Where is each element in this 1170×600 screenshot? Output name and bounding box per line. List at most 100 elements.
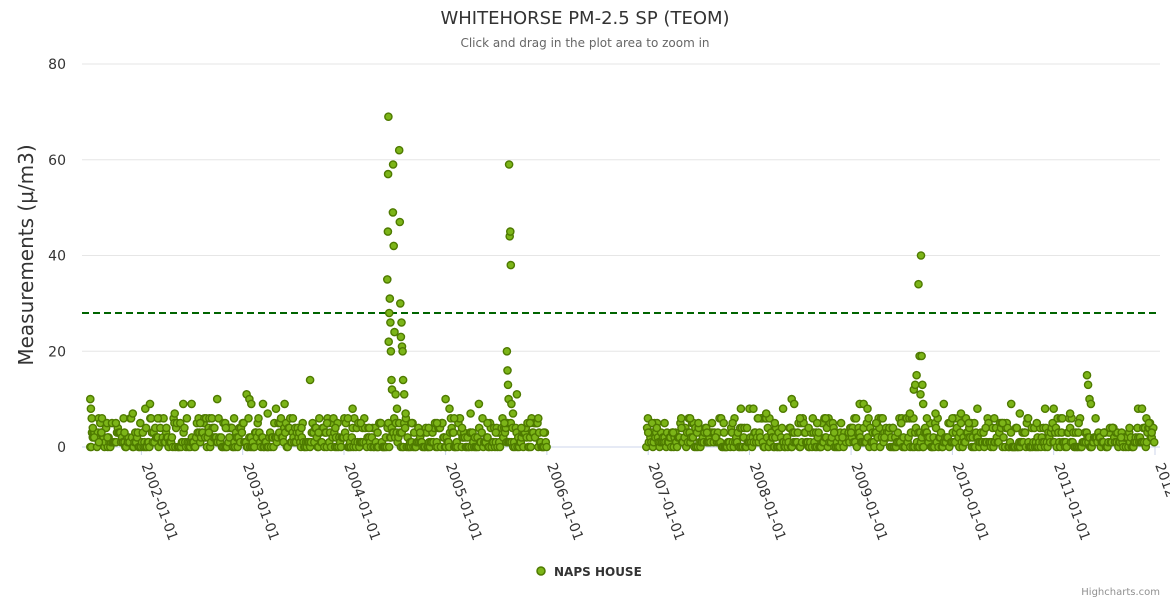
data-point[interactable] (182, 413, 192, 423)
data-point[interactable] (1020, 428, 1030, 437)
data-point[interactable] (254, 413, 263, 423)
data-point[interactable] (500, 418, 509, 428)
data-point[interactable] (505, 227, 515, 236)
data-point[interactable] (204, 428, 214, 437)
data-point[interactable] (1116, 433, 1126, 442)
data-point[interactable] (878, 413, 888, 423)
data-point[interactable] (120, 428, 129, 437)
data-point[interactable] (258, 399, 268, 409)
data-point[interactable] (814, 428, 823, 437)
data-point[interactable] (503, 380, 513, 390)
data-point[interactable] (948, 413, 957, 423)
data-point[interactable] (373, 428, 382, 437)
data-point[interactable] (449, 413, 459, 423)
data-point[interactable] (539, 428, 548, 437)
data-point[interactable] (506, 260, 516, 270)
data-point[interactable] (483, 418, 492, 428)
data-point[interactable] (702, 428, 712, 437)
data-point[interactable] (478, 413, 487, 423)
data-point[interactable] (398, 375, 408, 385)
data-point[interactable] (441, 394, 450, 404)
legend-item-label[interactable]: NAPS HOUSE (554, 565, 642, 579)
data-point[interactable] (1012, 423, 1022, 433)
data-point[interactable] (280, 399, 289, 409)
data-point[interactable] (905, 409, 915, 418)
data-point[interactable] (396, 332, 406, 342)
data-point[interactable] (167, 433, 177, 442)
data-point[interactable] (474, 399, 484, 409)
data-point[interactable] (195, 418, 205, 428)
data-point[interactable] (322, 418, 332, 428)
data-point[interactable] (384, 308, 394, 318)
data-point[interactable] (1083, 380, 1093, 390)
data-point[interactable] (389, 241, 399, 251)
data-point[interactable] (676, 413, 686, 423)
data-point[interactable] (190, 442, 200, 452)
data-point[interactable] (1086, 399, 1096, 409)
data-point[interactable] (383, 227, 393, 236)
data-point[interactable] (424, 423, 434, 433)
data-point[interactable] (495, 442, 505, 452)
data-point[interactable] (998, 418, 1007, 428)
data-point[interactable] (707, 418, 717, 428)
data-point[interactable] (432, 418, 442, 428)
data-point[interactable] (88, 423, 98, 433)
data-point[interactable] (384, 442, 394, 452)
data-point[interactable] (87, 413, 96, 423)
data-point[interactable] (922, 413, 932, 423)
data-point[interactable] (457, 423, 467, 433)
data-point[interactable] (917, 351, 926, 361)
data-point[interactable] (812, 418, 822, 428)
data-point[interactable] (288, 413, 298, 423)
data-point[interactable] (736, 404, 746, 414)
data-point[interactable] (1058, 413, 1067, 423)
data-point[interactable] (851, 413, 861, 423)
data-point[interactable] (910, 380, 920, 390)
data-point[interactable] (398, 346, 407, 356)
data-point[interactable] (1137, 404, 1147, 414)
data-point[interactable] (517, 423, 526, 433)
data-point[interactable] (387, 375, 396, 385)
data-point[interactable] (1091, 413, 1100, 423)
data-point[interactable] (170, 409, 179, 418)
data-point[interactable] (1074, 418, 1083, 428)
data-point[interactable] (263, 409, 273, 418)
data-point[interactable] (719, 428, 729, 437)
data-point[interactable] (534, 413, 543, 423)
data-point[interactable] (956, 409, 966, 418)
data-point[interactable] (871, 418, 881, 428)
data-point[interactable] (153, 413, 163, 423)
data-point[interactable] (777, 423, 787, 433)
data-point[interactable] (829, 428, 839, 437)
data-point[interactable] (1049, 404, 1058, 414)
data-point[interactable] (973, 404, 982, 414)
data-point[interactable] (271, 404, 281, 414)
data-point[interactable] (836, 418, 846, 428)
data-point[interactable] (388, 208, 398, 217)
data-point[interactable] (1082, 370, 1092, 380)
data-point[interactable] (1149, 437, 1159, 447)
data-point[interactable] (364, 423, 374, 433)
data-point[interactable] (178, 399, 188, 409)
data-point[interactable] (348, 404, 357, 414)
data-point[interactable] (1125, 423, 1134, 433)
data-point[interactable] (1032, 418, 1042, 428)
data-point[interactable] (863, 404, 872, 414)
data-point[interactable] (914, 279, 923, 289)
data-point[interactable] (660, 418, 669, 428)
data-point[interactable] (821, 413, 830, 423)
data-point[interactable] (931, 409, 940, 418)
data-point[interactable] (668, 428, 678, 437)
data-point[interactable] (753, 413, 763, 423)
data-point[interactable] (388, 160, 398, 169)
data-point[interactable] (237, 428, 247, 437)
data-point[interactable] (86, 394, 95, 404)
data-point[interactable] (382, 275, 392, 284)
data-point[interactable] (210, 423, 219, 433)
data-point[interactable] (212, 394, 222, 404)
data-point[interactable] (652, 423, 662, 433)
data-point[interactable] (672, 442, 682, 452)
data-point[interactable] (395, 217, 405, 227)
data-point[interactable] (1144, 418, 1154, 428)
